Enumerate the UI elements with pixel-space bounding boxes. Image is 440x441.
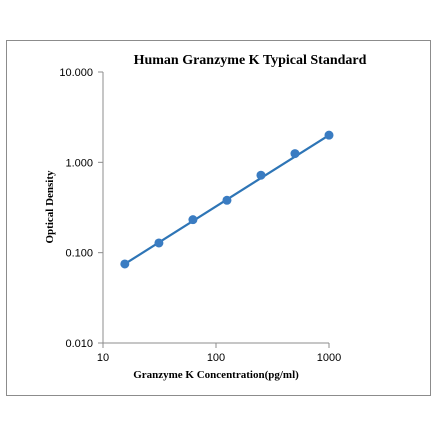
data-point bbox=[188, 215, 198, 225]
y-axis-label: Optical Density bbox=[44, 170, 56, 244]
data-series bbox=[120, 130, 334, 269]
data-point bbox=[256, 170, 266, 180]
y-tick-label: 0.100 bbox=[65, 248, 93, 260]
data-point bbox=[154, 238, 164, 248]
data-point bbox=[324, 130, 334, 140]
y-tick-label: 1.000 bbox=[65, 157, 93, 169]
data-point bbox=[222, 195, 232, 205]
standard-curve-chart: Human Granzyme K Typical Standard 10.000… bbox=[44, 53, 367, 381]
y-tick-label: 10.000 bbox=[59, 67, 93, 79]
chart-title: Human Granzyme K Typical Standard bbox=[134, 53, 367, 68]
x-axis-label: Granzyme K Concentration(pg/ml) bbox=[133, 369, 299, 381]
axis-ticks bbox=[98, 71, 330, 348]
tick-labels: 10.000 1.000 0.100 0.010 10 100 1000 bbox=[59, 67, 341, 364]
data-point bbox=[120, 259, 130, 269]
y-tick-label: 0.010 bbox=[65, 338, 93, 350]
x-tick-label: 100 bbox=[207, 352, 225, 364]
x-tick-label: 1000 bbox=[317, 352, 341, 364]
x-tick-label: 10 bbox=[97, 352, 109, 364]
chart-frame: Human Granzyme K Typical Standard 10.000… bbox=[6, 40, 431, 396]
data-point bbox=[290, 149, 300, 159]
